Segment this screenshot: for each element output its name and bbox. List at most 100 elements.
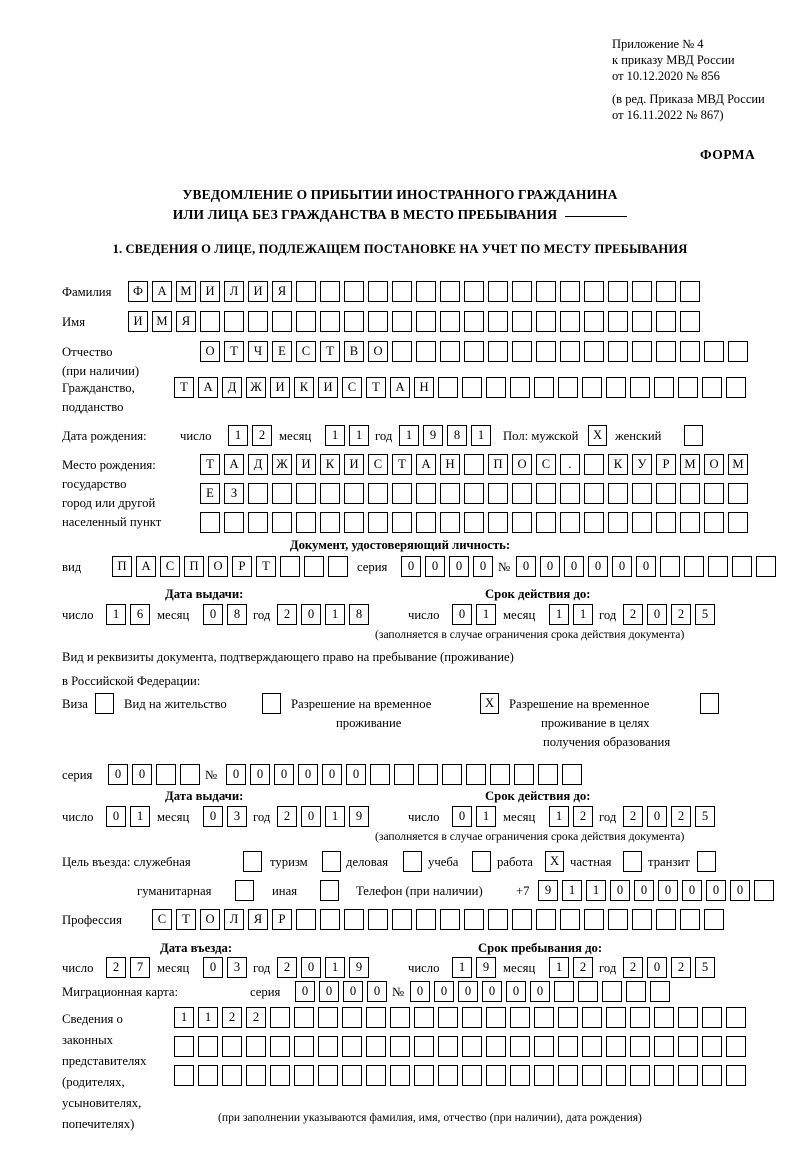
char-cell[interactable]: 0 <box>647 604 667 625</box>
char-cell[interactable] <box>680 512 700 533</box>
char-cell[interactable] <box>608 281 628 302</box>
char-cell[interactable] <box>578 981 598 1002</box>
char-cell[interactable]: Т <box>224 341 244 362</box>
char-cell[interactable] <box>320 311 340 332</box>
char-cell[interactable] <box>510 377 530 398</box>
char-cell[interactable] <box>462 1065 482 1086</box>
char-cell[interactable] <box>660 556 680 577</box>
char-cell[interactable] <box>394 764 414 785</box>
char-cell[interactable] <box>560 341 580 362</box>
char-cell[interactable] <box>654 1065 674 1086</box>
char-cell[interactable]: 0 <box>449 556 469 577</box>
char-cell[interactable] <box>630 1007 650 1028</box>
char-cell[interactable]: 0 <box>301 957 321 978</box>
char-cell[interactable]: 1 <box>228 425 248 446</box>
checkbox-purpose-tourism[interactable] <box>322 851 341 872</box>
char-cell[interactable]: О <box>200 341 220 362</box>
char-cell[interactable]: 0 <box>473 556 493 577</box>
char-cell[interactable] <box>630 1065 650 1086</box>
char-cell[interactable]: 1 <box>476 604 496 625</box>
char-cell[interactable] <box>272 512 292 533</box>
char-cell[interactable]: 0 <box>610 880 630 901</box>
char-cell[interactable] <box>272 311 292 332</box>
char-cell[interactable]: 1 <box>549 604 569 625</box>
char-cell[interactable] <box>654 377 674 398</box>
char-cell[interactable] <box>606 1036 626 1057</box>
char-cell[interactable] <box>368 311 388 332</box>
char-cell[interactable] <box>510 1065 530 1086</box>
char-cell[interactable] <box>680 281 700 302</box>
char-cell[interactable] <box>650 981 670 1002</box>
char-cell[interactable]: 0 <box>203 806 223 827</box>
char-cell[interactable] <box>318 1036 338 1057</box>
char-cell[interactable] <box>704 512 724 533</box>
char-cell[interactable] <box>464 512 484 533</box>
char-cell[interactable]: 8 <box>227 604 247 625</box>
char-cell[interactable]: С <box>152 909 172 930</box>
char-cell[interactable] <box>296 483 316 504</box>
char-cell[interactable] <box>584 483 604 504</box>
char-cell[interactable] <box>512 483 532 504</box>
char-cell[interactable] <box>488 341 508 362</box>
char-cell[interactable]: М <box>152 311 172 332</box>
char-cell[interactable] <box>558 377 578 398</box>
char-cell[interactable]: 0 <box>540 556 560 577</box>
char-cell[interactable] <box>630 1036 650 1057</box>
char-cell[interactable] <box>328 556 348 577</box>
char-cell[interactable]: И <box>128 311 148 332</box>
char-cell[interactable]: И <box>200 281 220 302</box>
char-cell[interactable]: 1 <box>325 604 345 625</box>
char-cell[interactable] <box>320 281 340 302</box>
char-cell[interactable] <box>462 1007 482 1028</box>
char-cell[interactable]: 3 <box>227 806 247 827</box>
char-cell[interactable] <box>632 281 652 302</box>
checkbox-purpose-humanitarian[interactable] <box>235 880 254 901</box>
char-cell[interactable]: 2 <box>277 957 297 978</box>
char-cell[interactable]: Т <box>176 909 196 930</box>
char-cell[interactable]: М <box>680 454 700 475</box>
char-cell[interactable] <box>536 281 556 302</box>
char-cell[interactable] <box>536 311 556 332</box>
char-cell[interactable] <box>558 1065 578 1086</box>
char-cell[interactable]: Ч <box>248 341 268 362</box>
char-cell[interactable]: Н <box>440 454 460 475</box>
char-cell[interactable] <box>416 909 436 930</box>
char-cell[interactable] <box>560 909 580 930</box>
char-cell[interactable] <box>318 1065 338 1086</box>
char-cell[interactable] <box>608 512 628 533</box>
char-cell[interactable] <box>368 281 388 302</box>
char-cell[interactable]: Ж <box>246 377 266 398</box>
char-cell[interactable] <box>606 377 626 398</box>
char-cell[interactable]: 0 <box>482 981 502 1002</box>
char-cell[interactable]: 2 <box>106 957 126 978</box>
char-cell[interactable] <box>632 341 652 362</box>
char-cell[interactable] <box>390 1065 410 1086</box>
char-cell[interactable]: 1 <box>349 425 369 446</box>
char-cell[interactable]: 0 <box>564 556 584 577</box>
char-cell[interactable] <box>368 909 388 930</box>
char-cell[interactable] <box>584 341 604 362</box>
char-cell[interactable] <box>488 909 508 930</box>
char-cell[interactable] <box>344 281 364 302</box>
char-cell[interactable] <box>414 1065 434 1086</box>
checkbox-purpose-official[interactable] <box>243 851 262 872</box>
char-cell[interactable] <box>702 1007 722 1028</box>
char-cell[interactable]: А <box>198 377 218 398</box>
char-cell[interactable] <box>416 281 436 302</box>
char-cell[interactable] <box>510 1007 530 1028</box>
char-cell[interactable]: 2 <box>246 1007 266 1028</box>
char-cell[interactable] <box>438 1036 458 1057</box>
char-cell[interactable] <box>678 1007 698 1028</box>
char-cell[interactable] <box>584 512 604 533</box>
char-cell[interactable] <box>654 1036 674 1057</box>
char-cell[interactable]: 0 <box>295 981 315 1002</box>
